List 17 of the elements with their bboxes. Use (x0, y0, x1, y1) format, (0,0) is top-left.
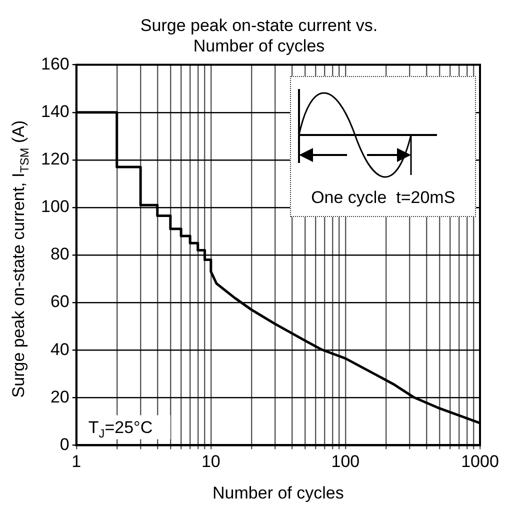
x-axis-title: Number of cycles (212, 483, 344, 502)
annotation: One cycle t=20mS (310, 188, 456, 208)
y-tick-label: 60 (50, 292, 70, 312)
y-tick-label: 120 (40, 150, 70, 169)
x-tick-label: 1000 (461, 452, 499, 472)
y-tick-label: 160 (40, 54, 70, 74)
y-tick-label: 0 (60, 434, 70, 454)
chart-title: Surge peak on-state current vs. Number of cycles (140, 16, 378, 56)
x-tick-label: 10 (201, 452, 220, 472)
y-tick-label: 40 (50, 340, 70, 359)
y-tick-label: 100 (40, 197, 70, 216)
y-tick-label: 80 (50, 244, 70, 264)
x-tick-label: 100 (331, 452, 360, 472)
x-tick-label: 1 (72, 452, 82, 472)
y-tick-label: 20 (50, 387, 70, 406)
y-axis-title: Surge peak on-state current, ITSM (A) (9, 120, 32, 398)
y-tick-label: 140 (40, 102, 70, 122)
